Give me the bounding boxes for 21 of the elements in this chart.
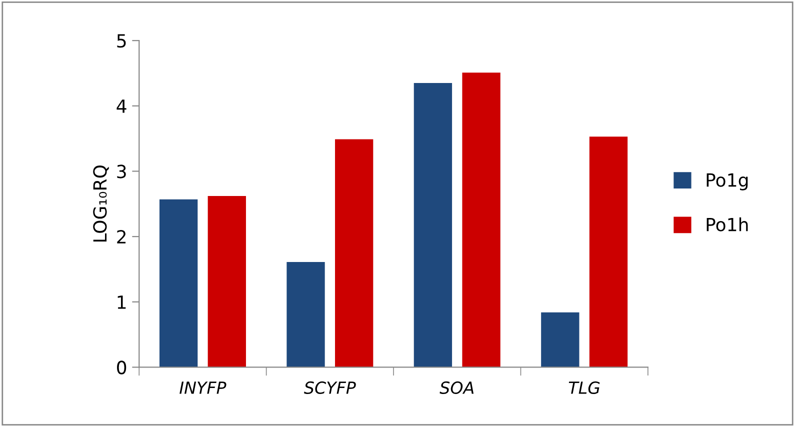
y-tick-label: 4 <box>116 100 126 113</box>
bar <box>208 196 246 368</box>
legend-label: Po1g <box>706 173 748 190</box>
y-tick-label: 1 <box>118 296 126 309</box>
y-tick-label: 0 <box>117 360 126 374</box>
y-tick-label: 5 <box>117 34 126 48</box>
bar <box>589 136 628 368</box>
y-tick-label: 3 <box>117 164 126 178</box>
bar <box>541 312 580 368</box>
x-tick-label: INYFP <box>180 382 226 394</box>
bar <box>414 83 452 368</box>
bar <box>462 72 500 368</box>
y-axis-title: LOG₁₀RQ <box>93 165 109 242</box>
x-tick-label: SOA <box>440 381 474 394</box>
bar <box>335 139 374 368</box>
y-tick-label: 2 <box>117 230 126 244</box>
bar <box>159 199 198 368</box>
legend-label: Po1h <box>706 217 748 232</box>
x-tick-label: SCYFP <box>304 381 356 394</box>
x-tick-label: TLG <box>568 381 600 394</box>
bar <box>286 262 325 368</box>
